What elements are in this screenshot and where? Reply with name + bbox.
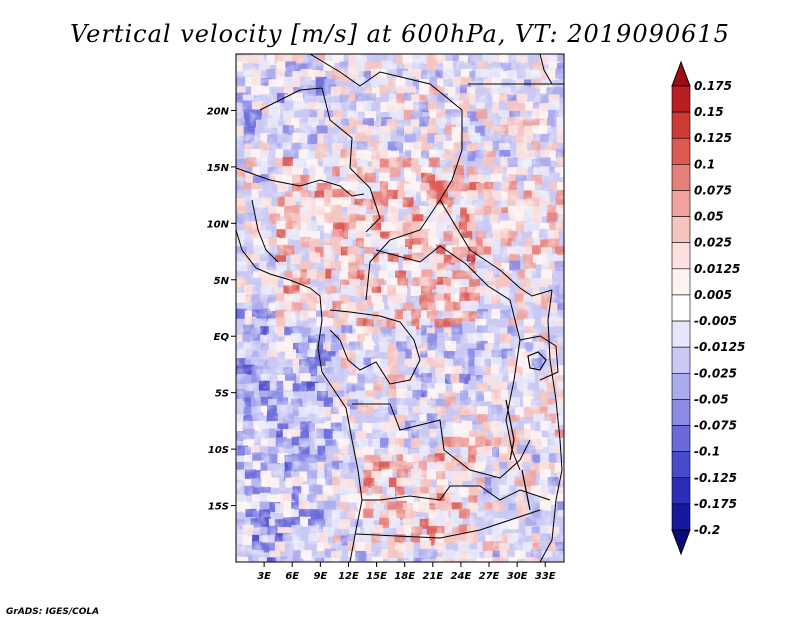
- y-tick-label: 15N: [207, 163, 230, 174]
- colorbar-label: -0.025: [694, 366, 737, 380]
- colorbar-swatch: [671, 425, 691, 452]
- border-6: [439, 199, 553, 297]
- border-14: [539, 54, 553, 85]
- colorbar-label: 0.15: [694, 105, 724, 119]
- border-13: [519, 335, 559, 381]
- colorbar-swatch: [671, 242, 691, 270]
- colorbar-swatch: [671, 399, 691, 426]
- colorbar-triangle-top: [671, 60, 691, 87]
- colorbar-swatch: [671, 216, 691, 244]
- colorbar-swatch: [671, 111, 691, 139]
- x-tick-label: 30E: [507, 571, 528, 582]
- lake-victoria: [527, 351, 547, 371]
- border-7: [375, 245, 511, 301]
- lakes: [505, 351, 547, 511]
- colorbar-label: 0.125: [694, 131, 732, 145]
- colorbar-swatch: [671, 372, 691, 400]
- colorbar-swatch: [671, 294, 691, 322]
- x-axis: 3E 6E 9E 12E 15E 18E 21E 24E 27E 30E 33E: [257, 562, 556, 582]
- x-tick-label: 21E: [422, 571, 443, 582]
- lake-malawi: [521, 469, 531, 511]
- colorbar-swatch: [671, 164, 691, 191]
- colorbar-swatch: [671, 503, 691, 531]
- x-tick-label: 18E: [394, 571, 415, 582]
- border-11: [355, 509, 541, 539]
- x-tick-label: 3E: [257, 571, 271, 582]
- colorbar-swatch: [671, 268, 691, 296]
- colorbar-label: 0.05: [694, 210, 724, 224]
- lake-tanganyika: [505, 399, 515, 461]
- coastline-east: [539, 289, 563, 562]
- border-8: [329, 309, 421, 385]
- map-frame: [235, 53, 565, 563]
- colorbar-swatch: [671, 85, 691, 113]
- colorbar-swatch: [671, 477, 691, 505]
- colorbar-label: 0.1: [694, 157, 715, 171]
- coastline-west: [236, 229, 363, 562]
- border-10: [362, 485, 551, 501]
- colorbar-label: 0.175: [694, 79, 732, 93]
- chart-title: Vertical velocity [m/s] at 600hPa, VT: 2…: [70, 20, 730, 48]
- colorbar-triangle-bottom: [671, 529, 691, 556]
- border-4: [251, 199, 279, 263]
- colorbar-swatch: [671, 320, 691, 348]
- border-3: [236, 167, 365, 197]
- map-area: [236, 54, 564, 562]
- x-tick-label: 24E: [451, 571, 472, 582]
- colorbar-label: 0.0125: [694, 262, 740, 276]
- colorbar-label: -0.125: [694, 471, 737, 485]
- colorbar-label: -0.1: [694, 445, 720, 459]
- country-borders: [236, 54, 564, 562]
- colorbar: 0.175 0.15 0.125 0.1 0.075 0.05 0.025 0.0125 0.0…: [671, 60, 745, 556]
- colorbar-label: -0.175: [694, 497, 737, 511]
- y-tick-label: 20N: [207, 106, 230, 117]
- x-tick-label: 6E: [285, 571, 299, 582]
- x-tick-label: 9E: [313, 571, 327, 582]
- x-tick-label: 33E: [535, 571, 556, 582]
- colorbar-label: -0.0125: [694, 340, 745, 354]
- x-tick-label: 27E: [479, 571, 500, 582]
- colorbar-swatch: [671, 137, 691, 165]
- colorbar-label: -0.005: [694, 314, 737, 328]
- y-tick-label: EQ: [214, 332, 230, 343]
- border-9: [352, 403, 531, 479]
- y-tick-label: 15S: [208, 502, 229, 513]
- y-tick-label: 10N: [207, 219, 230, 230]
- colorbar-label: 0.005: [694, 288, 732, 302]
- colorbar-swatch: [671, 451, 691, 479]
- colorbar-label: 0.075: [694, 183, 732, 197]
- border-1: [309, 54, 463, 301]
- colorbar-swatch: [671, 346, 691, 374]
- border-12: [505, 299, 521, 471]
- border-2: [259, 87, 381, 233]
- y-tick-label: 5N: [214, 276, 230, 287]
- y-tick-label: 5S: [215, 389, 229, 400]
- credit-text: GrADS: IGES/COLA: [6, 607, 99, 617]
- colorbar-label: 0.025: [694, 236, 732, 250]
- x-tick-label: 15E: [366, 571, 387, 582]
- colorbar-label: -0.05: [694, 392, 729, 406]
- colorbar-label: -0.2: [694, 523, 720, 537]
- colorbar-label: -0.075: [694, 419, 737, 433]
- y-tick-label: 10S: [208, 445, 229, 456]
- y-axis: 20N 15N 10N 5N EQ 5S 10S 15S: [207, 106, 236, 513]
- x-tick-label: 12E: [338, 571, 359, 582]
- colorbar-swatch: [671, 190, 691, 217]
- field-texture: [236, 54, 564, 562]
